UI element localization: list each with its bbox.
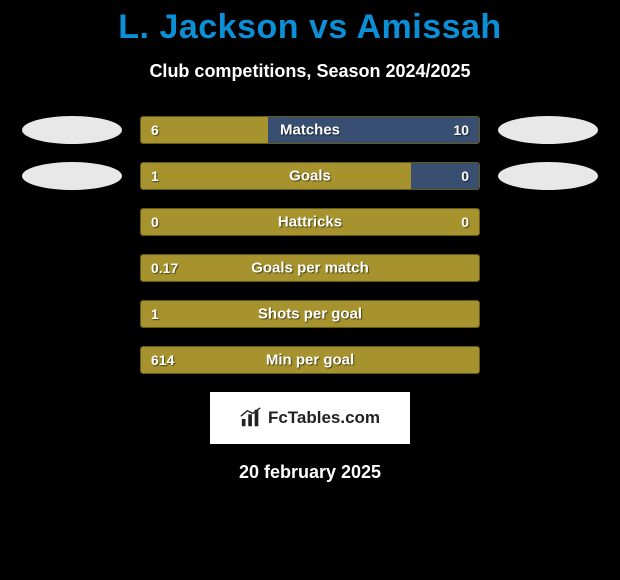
team-logo-right — [498, 116, 598, 144]
stat-value-left: 1 — [151, 168, 159, 184]
stat-value-right: 10 — [453, 122, 469, 138]
stat-label: Shots per goal — [258, 306, 362, 323]
spacer — [22, 254, 122, 282]
team-logo-left — [22, 162, 122, 190]
spacer — [22, 300, 122, 328]
spacer — [22, 208, 122, 236]
stat-label: Hattricks — [278, 214, 342, 231]
stat-value-left: 0 — [151, 214, 159, 230]
stat-label: Min per goal — [266, 352, 354, 369]
stat-bar: 614 Min per goal — [140, 346, 480, 374]
stat-bar: 1 Goals 0 — [140, 162, 480, 190]
stat-bar: 6 Matches 10 — [140, 116, 480, 144]
stat-row: 0 Hattricks 0 — [0, 208, 620, 236]
stat-bar: 0 Hattricks 0 — [140, 208, 480, 236]
stat-label: Goals — [289, 168, 331, 185]
stat-value-left: 0.17 — [151, 260, 178, 276]
spacer — [22, 346, 122, 374]
bar-segment-left — [141, 163, 411, 189]
stat-row: 614 Min per goal — [0, 346, 620, 374]
page-title: L. Jackson vs Amissah — [0, 8, 620, 47]
stat-value-right: 0 — [461, 168, 469, 184]
stat-bar: 1 Shots per goal — [140, 300, 480, 328]
stat-row: 1 Goals 0 — [0, 162, 620, 190]
stat-value-left: 1 — [151, 306, 159, 322]
brand-badge[interactable]: FcTables.com — [210, 392, 410, 444]
stat-value-left: 614 — [151, 352, 174, 368]
spacer — [498, 346, 598, 374]
brand-text: FcTables.com — [268, 408, 380, 428]
page-subtitle: Club competitions, Season 2024/2025 — [0, 61, 620, 82]
bar-chart-icon — [240, 407, 262, 429]
stat-label: Goals per match — [251, 260, 369, 277]
team-logo-right — [498, 162, 598, 190]
team-logo-left — [22, 116, 122, 144]
stat-value-left: 6 — [151, 122, 159, 138]
comparison-infographic: L. Jackson vs Amissah Club competitions,… — [0, 0, 620, 483]
spacer — [498, 254, 598, 282]
spacer — [498, 208, 598, 236]
stats-list: 6 Matches 10 1 Goals 0 0 Hattricks 0 0.17 Goals pe… — [0, 116, 620, 374]
footer-date: 20 february 2025 — [0, 462, 620, 483]
stat-bar: 0.17 Goals per match — [140, 254, 480, 282]
stat-row: 1 Shots per goal — [0, 300, 620, 328]
stat-row: 0.17 Goals per match — [0, 254, 620, 282]
stat-label: Matches — [280, 122, 340, 139]
bar-segment-left — [141, 117, 268, 143]
stat-row: 6 Matches 10 — [0, 116, 620, 144]
stat-value-right: 0 — [461, 214, 469, 230]
spacer — [498, 300, 598, 328]
